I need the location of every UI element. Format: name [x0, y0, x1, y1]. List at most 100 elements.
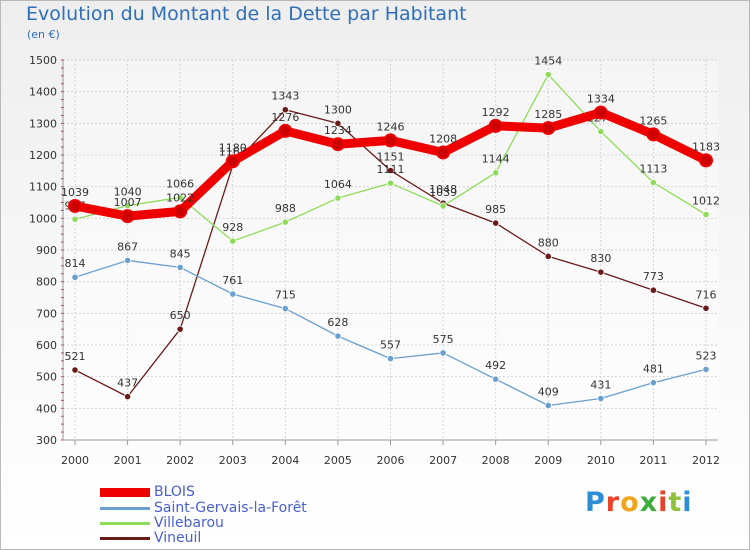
- logo-letter: i: [682, 487, 693, 518]
- data-point-villebarou: [334, 194, 342, 202]
- data-point-villebarou: [702, 210, 710, 219]
- data-label-vineuil: 1343: [271, 90, 299, 103]
- data-label-saint-gervais-la-for-t: 628: [327, 316, 348, 329]
- data-label-blois: 1246: [377, 120, 405, 133]
- logo-letter: i: [658, 487, 669, 518]
- data-point-vineuil: [386, 166, 395, 175]
- x-tick-label: 2009: [534, 454, 562, 467]
- data-label-saint-gervais-la-for-t: 867: [117, 240, 138, 253]
- legend-swatch-blois: [100, 487, 150, 497]
- x-tick-label: 2011: [639, 454, 667, 467]
- data-point-blois: [120, 209, 135, 224]
- data-point-villebarou: [71, 215, 79, 223]
- data-label-blois: 1007: [114, 196, 142, 209]
- data-point-blois: [593, 105, 608, 120]
- data-point-blois: [68, 198, 82, 213]
- y-tick-label: 500: [36, 371, 57, 384]
- y-tick-label: 1500: [29, 54, 57, 67]
- data-label-villebarou: 1111: [377, 163, 405, 176]
- legend-label-saint-gervais: Saint-Gervais-la-Forêt: [154, 500, 307, 516]
- x-tick-label: 2006: [377, 454, 405, 467]
- x-tick-label: 2010: [587, 454, 615, 467]
- y-tick-label: 600: [36, 339, 57, 352]
- y-tick-label: 800: [36, 276, 57, 289]
- data-label-blois: 1265: [639, 114, 667, 127]
- data-point-saint-gervais-la-for-t: [439, 349, 447, 357]
- data-label-blois: 1183: [692, 140, 720, 153]
- y-tick-label: 400: [36, 402, 57, 415]
- data-point-vineuil: [176, 325, 184, 333]
- data-point-blois: [488, 118, 503, 133]
- data-point-villebarou: [386, 179, 395, 187]
- chart-subtitle: (en €): [27, 28, 60, 41]
- data-point-vineuil: [597, 268, 605, 276]
- data-label-blois: 1285: [534, 108, 562, 121]
- data-point-vineuil: [123, 393, 132, 401]
- legend-label-vineuil: Vineuil: [154, 530, 202, 546]
- data-point-vineuil: [649, 286, 658, 294]
- data-point-blois: [383, 133, 398, 148]
- data-label-vineuil: 716: [696, 288, 717, 301]
- y-tick-label: 1400: [29, 86, 57, 99]
- legend-item-vineuil: Vineuil: [100, 530, 201, 546]
- legend-label-blois: BLOIS: [154, 484, 195, 500]
- data-label-villebarou: 928: [222, 221, 243, 234]
- data-label-saint-gervais-la-for-t: 431: [590, 379, 611, 392]
- data-point-saint-gervais-la-for-t: [386, 355, 395, 363]
- data-point-vineuil: [334, 119, 342, 127]
- data-label-vineuil: 437: [117, 377, 138, 390]
- x-tick-label: 2003: [219, 454, 247, 467]
- x-tick-label: 2007: [429, 454, 457, 467]
- data-point-blois: [330, 137, 345, 152]
- data-label-vineuil: 880: [538, 236, 559, 249]
- x-tick-label: 2008: [482, 454, 510, 467]
- chart-title: Evolution du Montant de la Dette par Hab…: [26, 3, 467, 25]
- y-tick-label: 900: [36, 244, 57, 257]
- data-point-saint-gervais-la-for-t: [544, 401, 552, 410]
- logo-letter: P: [585, 487, 606, 518]
- data-point-saint-gervais-la-for-t: [176, 263, 184, 272]
- data-point-blois: [225, 154, 240, 169]
- legend-swatch-villebarou: [100, 521, 150, 525]
- x-tick-label: 2005: [324, 454, 352, 467]
- data-point-saint-gervais-la-for-t: [71, 273, 79, 281]
- y-tick-label: 1000: [29, 212, 57, 225]
- data-point-saint-gervais-la-for-t: [649, 379, 658, 387]
- data-label-blois: 1039: [61, 186, 89, 199]
- data-label-villebarou: 1064: [324, 178, 352, 191]
- data-point-villebarou: [597, 127, 605, 136]
- data-point-villebarou: [123, 202, 132, 210]
- data-point-villebarou: [492, 169, 500, 177]
- data-label-blois: 1276: [271, 111, 299, 124]
- data-label-saint-gervais-la-for-t: 575: [433, 333, 454, 346]
- data-label-vineuil: 830: [590, 252, 611, 265]
- data-point-saint-gervais-la-for-t: [229, 290, 237, 298]
- data-point-saint-gervais-la-for-t: [492, 375, 500, 383]
- legend-swatch-vineuil: [100, 536, 150, 540]
- data-label-saint-gervais-la-for-t: 845: [170, 247, 191, 260]
- data-label-saint-gervais-la-for-t: 481: [643, 363, 664, 376]
- logo-letter: t: [668, 487, 683, 518]
- data-point-villebarou: [649, 178, 658, 187]
- data-point-saint-gervais-la-for-t: [702, 365, 710, 373]
- data-point-blois: [436, 145, 451, 160]
- data-label-vineuil: 773: [643, 270, 664, 283]
- data-label-blois: 1022: [166, 191, 194, 204]
- data-label-villebarou: 1454: [534, 55, 562, 68]
- data-label-saint-gervais-la-for-t: 557: [380, 339, 401, 352]
- data-label-vineuil: 1151: [377, 151, 405, 164]
- data-point-vineuil: [71, 366, 79, 374]
- data-label-villebarou: 988: [275, 202, 296, 215]
- data-point-villebarou: [229, 237, 237, 245]
- legend-item-blois: BLOIS: [100, 484, 195, 500]
- data-label-vineuil: 650: [170, 309, 191, 322]
- y-tick-label: 300: [36, 434, 57, 447]
- data-point-blois: [541, 121, 556, 136]
- data-label-saint-gervais-la-for-t: 523: [696, 349, 717, 362]
- data-point-vineuil: [702, 304, 710, 312]
- data-point-vineuil: [544, 252, 552, 260]
- x-tick-label: 2004: [271, 454, 299, 467]
- data-point-saint-gervais-la-for-t: [281, 304, 289, 313]
- y-tick-label: 700: [36, 307, 57, 320]
